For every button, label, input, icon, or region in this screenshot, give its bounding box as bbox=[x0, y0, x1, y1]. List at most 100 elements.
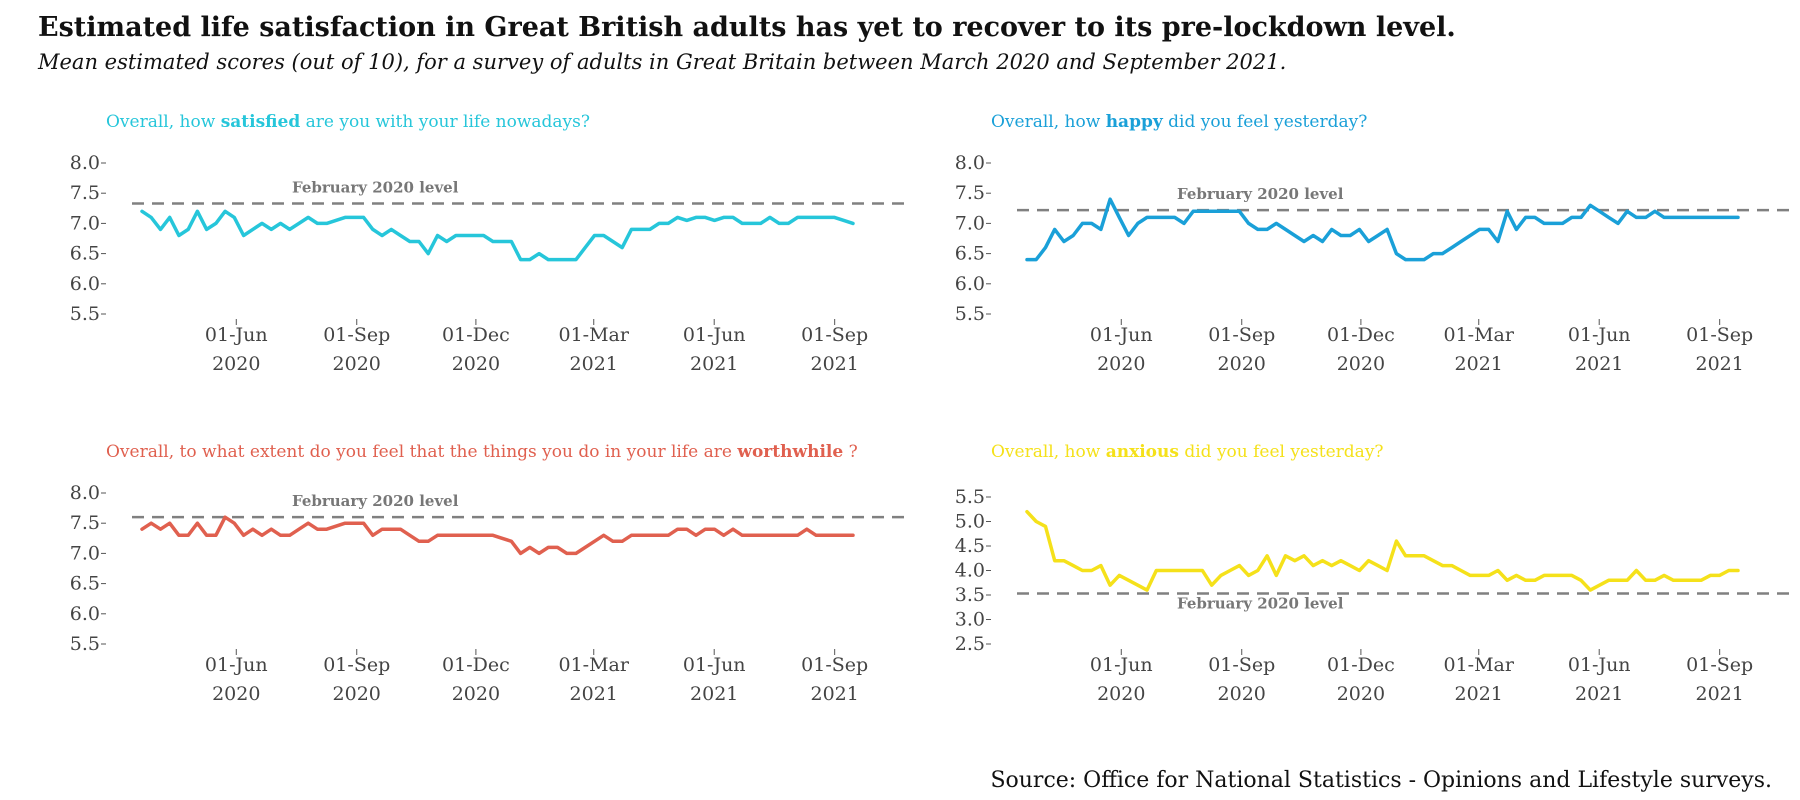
chart-panel-happy: Overall, how happy did you feel yesterda… bbox=[955, 112, 1790, 375]
x-tick-label: 2020 bbox=[1218, 683, 1266, 705]
y-tick-label: 7.0 bbox=[70, 212, 100, 234]
x-tick-label: 01-Jun bbox=[1090, 324, 1153, 346]
question-text: did you feel yesterday? bbox=[1179, 442, 1384, 462]
x-tick-label: 01-Jun bbox=[683, 324, 746, 346]
x-tick-label: 2021 bbox=[1455, 353, 1503, 375]
x-tick-label: 2021 bbox=[690, 353, 738, 375]
y-tick-label: 6.5 bbox=[70, 573, 100, 595]
series-line-happy bbox=[1025, 197, 1740, 262]
panel-question-title: Overall, how satisfied are you with your… bbox=[106, 112, 590, 132]
question-text: Overall, to what extent do you feel that… bbox=[106, 442, 737, 462]
y-tick-label: 3.5 bbox=[955, 584, 985, 606]
x-tick-label: 01-Dec bbox=[442, 324, 510, 346]
y-tick-label: 2.5 bbox=[955, 633, 985, 655]
x-tick-label: 01-Mar bbox=[559, 324, 630, 346]
x-tick-label: 01-Sep bbox=[1208, 654, 1275, 676]
y-tick-label: 6.0 bbox=[955, 273, 985, 295]
question-text: Overall, how bbox=[991, 442, 1106, 462]
question-keyword: satisfied bbox=[221, 112, 301, 132]
y-tick-label: 5.5 bbox=[70, 633, 100, 655]
question-keyword: happy bbox=[1106, 112, 1164, 132]
y-tick-label: 4.0 bbox=[955, 560, 985, 582]
x-tick-label: 01-Sep bbox=[323, 324, 390, 346]
reference-line-label: February 2020 level bbox=[292, 492, 459, 510]
y-tick-label: 6.5 bbox=[70, 243, 100, 265]
x-tick-label: 2021 bbox=[570, 683, 618, 705]
x-tick-label: 2021 bbox=[690, 683, 738, 705]
x-tick-label: 2020 bbox=[1218, 353, 1266, 375]
question-text: Overall, how bbox=[106, 112, 221, 132]
question-keyword: anxious bbox=[1106, 442, 1179, 462]
page-subtitle: Mean estimated scores (out of 10), for a… bbox=[38, 50, 1287, 74]
x-tick-label: 01-Dec bbox=[1327, 654, 1395, 676]
series-line-satisfied bbox=[140, 209, 855, 262]
panel-question-title: Overall, to what extent do you feel that… bbox=[106, 442, 858, 462]
chart-panel-satisfied: Overall, how satisfied are you with your… bbox=[70, 112, 905, 375]
x-tick-label: 01-Mar bbox=[559, 654, 630, 676]
x-tick-label: 2020 bbox=[1097, 683, 1145, 705]
x-tick-label: 01-Jun bbox=[205, 654, 268, 676]
y-tick-label: 8.0 bbox=[955, 152, 985, 174]
y-tick-label: 6.5 bbox=[955, 243, 985, 265]
y-tick-label: 8.0 bbox=[70, 152, 100, 174]
y-tick-label: 4.5 bbox=[955, 535, 985, 557]
x-tick-label: 2020 bbox=[212, 683, 260, 705]
source-note: Source: Office for National Statistics -… bbox=[990, 768, 1772, 793]
y-tick-label: 5.5 bbox=[70, 303, 100, 325]
reference-line-label: February 2020 level bbox=[1177, 595, 1344, 613]
x-tick-label: 2020 bbox=[333, 353, 381, 375]
question-text: are you with your life nowadays? bbox=[300, 112, 590, 132]
x-tick-label: 01-Jun bbox=[205, 324, 268, 346]
x-tick-label: 2020 bbox=[452, 683, 500, 705]
x-tick-label: 2021 bbox=[1695, 683, 1743, 705]
y-tick-label: 6.0 bbox=[70, 273, 100, 295]
reference-line-label: February 2020 level bbox=[292, 178, 459, 196]
series-line-anxious bbox=[1025, 509, 1740, 592]
y-tick-label: 7.5 bbox=[70, 512, 100, 534]
x-tick-label: 01-Sep bbox=[801, 324, 868, 346]
x-tick-label: 01-Dec bbox=[442, 654, 510, 676]
y-tick-label: 5.5 bbox=[955, 303, 985, 325]
y-tick-label: 7.5 bbox=[955, 182, 985, 204]
x-tick-label: 01-Sep bbox=[323, 654, 390, 676]
x-tick-label: 2020 bbox=[1337, 353, 1385, 375]
x-tick-label: 2020 bbox=[212, 353, 260, 375]
x-tick-label: 01-Sep bbox=[1208, 324, 1275, 346]
x-tick-label: 2021 bbox=[1455, 683, 1503, 705]
x-tick-label: 01-Jun bbox=[1568, 324, 1631, 346]
series-line-worthwhile bbox=[140, 515, 855, 556]
x-tick-label: 01-Sep bbox=[1686, 654, 1753, 676]
x-tick-label: 01-Jun bbox=[1568, 654, 1631, 676]
y-tick-label: 7.0 bbox=[955, 212, 985, 234]
y-tick-label: 5.5 bbox=[955, 486, 985, 508]
question-keyword: worthwhile bbox=[736, 442, 843, 462]
x-tick-label: 01-Mar bbox=[1444, 654, 1515, 676]
x-tick-label: 2020 bbox=[1097, 353, 1145, 375]
x-tick-label: 01-Mar bbox=[1444, 324, 1515, 346]
page-title: Estimated life satisfaction in Great Bri… bbox=[38, 12, 1456, 43]
y-tick-label: 7.5 bbox=[70, 182, 100, 204]
x-tick-label: 01-Dec bbox=[1327, 324, 1395, 346]
chart-panel-anxious: Overall, how anxious did you feel yester… bbox=[955, 442, 1790, 705]
panel-question-title: Overall, how anxious did you feel yester… bbox=[991, 442, 1384, 462]
x-tick-label: 2021 bbox=[570, 353, 618, 375]
y-tick-label: 3.0 bbox=[955, 609, 985, 631]
y-tick-label: 6.0 bbox=[70, 603, 100, 625]
question-text: ? bbox=[843, 442, 858, 462]
x-tick-label: 01-Jun bbox=[1090, 654, 1153, 676]
x-tick-label: 2020 bbox=[333, 683, 381, 705]
panel-question-title: Overall, how happy did you feel yesterda… bbox=[991, 112, 1367, 132]
x-tick-label: 01-Jun bbox=[683, 654, 746, 676]
x-tick-label: 2021 bbox=[1575, 353, 1623, 375]
x-tick-label: 2020 bbox=[452, 353, 500, 375]
x-tick-label: 01-Sep bbox=[1686, 324, 1753, 346]
y-tick-label: 5.0 bbox=[955, 511, 985, 533]
reference-line-label: February 2020 level bbox=[1177, 185, 1344, 203]
x-tick-label: 2021 bbox=[1575, 683, 1623, 705]
x-tick-label: 2021 bbox=[1695, 353, 1743, 375]
x-tick-label: 2020 bbox=[1337, 683, 1385, 705]
x-tick-label: 2021 bbox=[810, 683, 858, 705]
y-tick-label: 7.0 bbox=[70, 542, 100, 564]
chart-panel-worthwhile: Overall, to what extent do you feel that… bbox=[70, 442, 905, 705]
